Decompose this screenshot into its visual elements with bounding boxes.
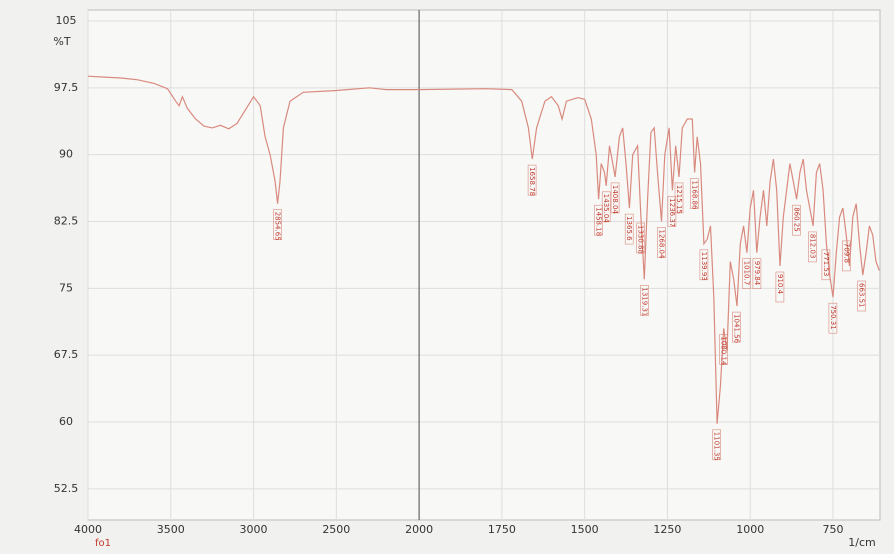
- peak-label: 1041.56: [732, 314, 740, 343]
- peak-annotation: 771.53: [821, 249, 831, 281]
- peak-label: 910.4: [776, 274, 784, 295]
- peak-annotation: 663.51: [857, 280, 866, 312]
- peak-annotation: 812.03: [808, 231, 817, 263]
- peak-label: 1101.35: [713, 432, 721, 461]
- sample-label: fo1: [95, 538, 111, 549]
- y-tick-label: 52.5: [54, 482, 79, 495]
- peak-label-box: [712, 429, 722, 461]
- peak-annotation: 1168.86: [689, 178, 699, 210]
- peak-label-box: [699, 249, 709, 281]
- peak-annotation: 910.4: [775, 271, 785, 303]
- peak-label: 812.03: [808, 234, 816, 259]
- plot-area: [87, 9, 881, 521]
- peak-label-box: [828, 302, 838, 334]
- peak-label-box: [674, 182, 684, 214]
- x-tick-label: 4000: [74, 523, 102, 536]
- peak-label: 1319.31: [641, 287, 649, 316]
- peak-annotation: 1408.04: [610, 182, 620, 214]
- peak-label-box: [527, 164, 537, 196]
- peak-annotation: 1080.14: [719, 334, 729, 366]
- peak-label-box: [719, 334, 729, 365]
- peak-label-box: [636, 222, 646, 254]
- peak-label-box: [640, 285, 649, 316]
- peak-label: 860.25: [793, 207, 801, 232]
- peak-label: 771.53: [822, 252, 830, 276]
- peak-annotation: 1236.37: [667, 196, 677, 227]
- peak-label: 750.31: [829, 305, 837, 330]
- x-axis-label: 1/cm: [848, 536, 875, 549]
- peak-label: 1458.18: [595, 207, 603, 236]
- peak-annotation: 1215.15: [674, 182, 684, 214]
- peak-annotation: 1658.78: [527, 164, 537, 196]
- y-tick-label: 60: [59, 415, 73, 428]
- peak-label-box: [601, 191, 611, 223]
- peak-label-box: [273, 209, 282, 240]
- peak-annotation: 709.8: [841, 240, 851, 272]
- peak-label-box: [610, 182, 620, 214]
- peak-label: 1268.04: [658, 230, 666, 259]
- peak-label: 1080.14: [720, 336, 728, 365]
- peak-label: 1236.37: [668, 198, 676, 227]
- peak-label-box: [667, 196, 677, 227]
- peak-label-box: [657, 227, 666, 258]
- peak-annotation: 1330.88: [636, 222, 646, 254]
- x-tick-label: 1750: [488, 523, 516, 536]
- peak-label: 2854.65: [274, 212, 282, 241]
- peak-annotation: 1268.04: [657, 227, 666, 259]
- peak-annotation: 1435.04: [601, 191, 611, 223]
- peak-label-box: [775, 271, 785, 303]
- y-tick-label: 90: [59, 148, 73, 161]
- peak-label: 1139.93: [700, 252, 708, 281]
- peak-annotation: 2854.65: [273, 209, 282, 241]
- x-tick-label: 1500: [571, 523, 599, 536]
- x-tick-label: 1000: [736, 523, 764, 536]
- peak-label: 1408.04: [611, 185, 619, 214]
- x-tick-label: 750: [822, 523, 843, 536]
- peak-annotation: 750.31: [828, 302, 838, 334]
- peak-label-box: [742, 258, 752, 290]
- spectrum-line: [87, 75, 880, 424]
- peak-label: 1435.04: [602, 194, 610, 223]
- peak-annotation: 1458.18: [594, 204, 603, 236]
- peak-label: 663.51: [858, 283, 866, 308]
- peak-annotation: 1041.56: [732, 311, 741, 344]
- y-axis-label: %T: [53, 35, 70, 48]
- y-tick-label: 67.5: [54, 348, 79, 361]
- x-tick-label: 1250: [653, 523, 681, 536]
- peak-label-box: [821, 249, 831, 281]
- y-tick-label: 82.5: [54, 214, 79, 227]
- y-tick-label: 97.5: [54, 81, 79, 94]
- peak-label: 1010.7: [743, 261, 751, 286]
- peak-label: 1658.78: [528, 167, 536, 196]
- peak-label: 1330.88: [637, 225, 645, 254]
- peak-annotation: 1319.31: [640, 285, 649, 316]
- x-tick-label: 2000: [405, 523, 433, 536]
- y-tick-label: 105: [56, 14, 77, 27]
- peak-label-box: [841, 240, 851, 272]
- peak-label-box: [624, 213, 634, 245]
- x-tick-label: 3500: [157, 523, 185, 536]
- peak-label: 1215.15: [675, 185, 683, 214]
- peak-label-box: [689, 178, 699, 209]
- peak-label-box: [808, 231, 817, 263]
- peak-annotation: 860.25: [792, 204, 801, 236]
- x-tick-label: 2500: [322, 523, 350, 536]
- peak-label-box: [857, 280, 866, 312]
- peak-label: 1168.86: [690, 181, 698, 210]
- peak-label-box: [752, 258, 762, 290]
- peak-annotation: 1139.93: [699, 249, 709, 281]
- peak-annotation: 1101.35: [712, 429, 722, 461]
- peak-annotation: 1010.7: [742, 258, 752, 290]
- peak-annotation: 979.84: [752, 258, 762, 290]
- peak-annotation: 1365.6: [624, 213, 634, 245]
- peak-label-box: [732, 311, 741, 343]
- peak-label: 979.84: [753, 261, 761, 286]
- peak-label-box: [792, 204, 801, 236]
- y-tick-label: 75: [59, 281, 73, 294]
- peak-label: 1365.6: [625, 216, 633, 241]
- x-tick-label: 3000: [240, 523, 268, 536]
- peak-label: 709.8: [842, 243, 850, 263]
